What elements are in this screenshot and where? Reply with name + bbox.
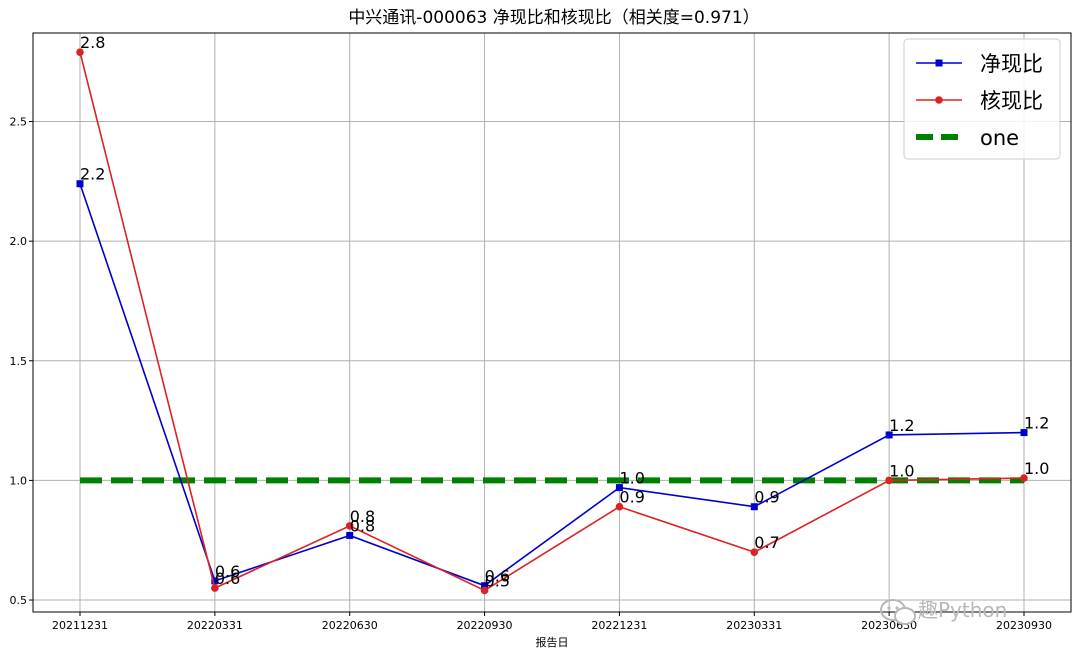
data-label: 0.7 — [754, 533, 779, 552]
legend-label: 净现比 — [980, 52, 1043, 76]
watermark: 趣Python — [880, 598, 1007, 625]
series-line-净现比 — [79, 183, 1025, 587]
data-point — [345, 522, 354, 530]
plot-area-frame — [32, 32, 1072, 613]
series-line-核现比 — [79, 51, 1025, 592]
data-point — [615, 484, 623, 492]
data-label: 1.0 — [889, 461, 914, 480]
data-point — [481, 582, 489, 590]
y-tick-label: 0.5 — [10, 594, 28, 607]
x-tick-label: 20211231 — [52, 619, 108, 632]
x-tick-label: 20220331 — [187, 619, 243, 632]
x-tick-label: 20220930 — [457, 619, 513, 632]
data-label: 0.8 — [350, 507, 375, 526]
x-tick-label: 20230331 — [726, 619, 782, 632]
data-point — [750, 548, 759, 556]
data-label: 0.5 — [485, 571, 510, 590]
legend-label: one — [980, 126, 1019, 150]
data-point — [480, 586, 489, 595]
series-layer — [76, 48, 1028, 595]
data-point — [346, 531, 354, 539]
data-point — [615, 502, 624, 511]
data-label: 1.0 — [619, 469, 644, 488]
data-label: 1.2 — [889, 416, 914, 435]
chart-title: 中兴通讯-000063 净现比和核现比（相关度=0.971） — [348, 8, 759, 28]
x-tick-label: 20221231 — [591, 619, 647, 632]
legend-marker — [935, 96, 943, 104]
legend-label: 核现比 — [980, 89, 1043, 113]
wechat-icon — [880, 599, 916, 625]
data-label: 1.2 — [1024, 414, 1049, 433]
data-label: 0.9 — [619, 488, 644, 507]
x-axis: 20211231 20220331 20220630 20220930 20221231… — [52, 612, 1052, 632]
y-tick-label: 1.5 — [10, 355, 28, 368]
data-labels: 2.20.60.80.61.00.91.2 1.22.80.60.80.50.90… — [80, 33, 1049, 590]
data-point — [885, 431, 893, 439]
data-label: 0.8 — [350, 516, 375, 535]
data-point — [211, 584, 219, 592]
data-label: 0.9 — [754, 488, 779, 507]
x-axis-label: 报告日 — [536, 635, 569, 649]
legend-box — [903, 38, 1061, 160]
y-tick-label: 2.0 — [10, 235, 28, 248]
data-point — [76, 180, 84, 188]
data-point — [211, 577, 219, 585]
data-point — [1020, 429, 1028, 437]
x-tick-label: 20230930 — [996, 619, 1052, 632]
y-axis: 0.5 1.0 1.5 2.0 2.5 — [10, 116, 33, 607]
data-label: 2.8 — [80, 33, 105, 52]
data-label: 0.6 — [485, 567, 510, 586]
y-tick-label: 2.5 — [10, 116, 28, 129]
data-label: 0.6 — [215, 562, 240, 581]
legend-marker — [935, 59, 943, 67]
data-point — [1020, 474, 1028, 482]
data-point — [885, 476, 893, 485]
watermark-text: 趣Python — [918, 598, 1007, 622]
data-point — [750, 503, 758, 511]
data-label: 1.0 — [1024, 459, 1049, 478]
data-label: 2.2 — [80, 165, 105, 184]
data-label: 0.6 — [215, 569, 240, 588]
y-tick-label: 1.0 — [10, 474, 28, 487]
x-tick-label: 20220630 — [322, 619, 378, 632]
data-point — [76, 48, 84, 56]
